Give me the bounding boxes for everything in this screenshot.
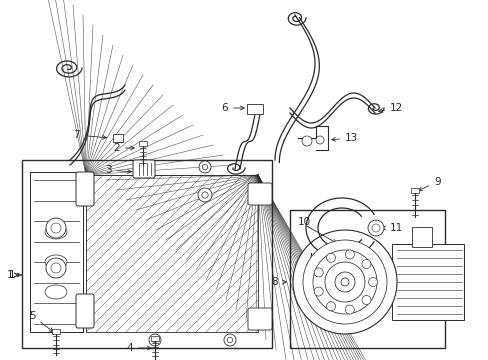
Bar (391, 244, 463, 320)
Text: 13: 13 (331, 133, 358, 143)
Ellipse shape (45, 255, 67, 269)
FancyBboxPatch shape (247, 308, 271, 330)
Circle shape (152, 337, 157, 343)
Bar (139, 141, 147, 146)
Bar (30, 172, 83, 332)
FancyBboxPatch shape (76, 172, 94, 206)
Circle shape (314, 268, 323, 277)
Circle shape (345, 250, 354, 259)
Circle shape (202, 164, 207, 170)
Text: 3: 3 (105, 165, 131, 175)
Circle shape (334, 272, 354, 292)
Circle shape (315, 136, 324, 144)
Circle shape (326, 253, 335, 262)
Bar (22, 160, 271, 348)
Bar (410, 188, 418, 193)
Bar (86, 175, 258, 332)
Text: 10: 10 (297, 217, 310, 227)
Bar (113, 134, 123, 142)
Circle shape (367, 220, 383, 236)
Circle shape (224, 334, 236, 346)
Bar (86, 175, 258, 332)
Circle shape (46, 258, 66, 278)
Circle shape (199, 161, 210, 173)
FancyBboxPatch shape (76, 294, 94, 328)
Circle shape (314, 287, 323, 296)
Circle shape (303, 240, 386, 324)
Circle shape (51, 223, 61, 233)
Bar (246, 104, 263, 114)
Circle shape (302, 136, 311, 146)
Circle shape (142, 161, 154, 173)
Circle shape (325, 262, 364, 302)
Text: 5: 5 (29, 311, 53, 332)
Circle shape (312, 250, 376, 314)
Circle shape (51, 263, 61, 273)
Text: 6: 6 (221, 103, 244, 113)
Circle shape (368, 278, 377, 287)
FancyBboxPatch shape (133, 160, 155, 178)
Circle shape (292, 230, 396, 334)
Circle shape (46, 218, 66, 238)
Text: 2: 2 (113, 143, 134, 153)
Text: 11: 11 (381, 223, 403, 233)
Circle shape (361, 260, 370, 269)
Text: 7: 7 (73, 130, 106, 140)
FancyBboxPatch shape (247, 183, 271, 205)
Bar (411, 227, 431, 247)
Circle shape (340, 278, 348, 286)
Ellipse shape (45, 225, 67, 239)
Text: 1: 1 (7, 270, 13, 280)
Bar (52, 329, 60, 334)
Text: 1: 1 (9, 270, 21, 280)
Ellipse shape (45, 285, 67, 299)
Circle shape (145, 164, 150, 170)
Circle shape (198, 188, 212, 202)
Text: 12: 12 (378, 103, 403, 113)
Circle shape (202, 192, 208, 198)
Text: 4: 4 (126, 343, 151, 353)
Circle shape (371, 224, 379, 232)
Circle shape (345, 305, 354, 314)
Circle shape (149, 334, 161, 346)
Text: 8: 8 (271, 277, 285, 287)
Bar (289, 210, 444, 348)
Bar (151, 336, 159, 341)
Circle shape (227, 337, 232, 343)
Circle shape (361, 296, 370, 305)
Text: 9: 9 (418, 177, 440, 191)
Circle shape (326, 302, 335, 311)
